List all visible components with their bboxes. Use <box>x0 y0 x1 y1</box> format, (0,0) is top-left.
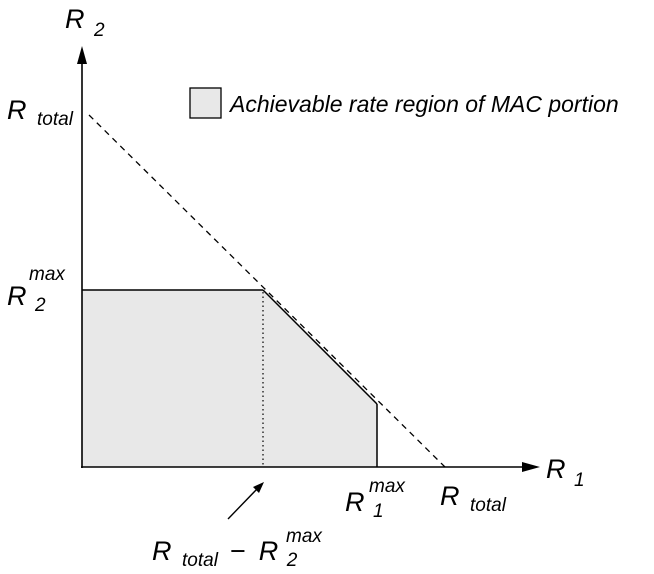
sum-rate-boundary <box>262 289 378 405</box>
difference-label: R total − R 2 <box>152 536 298 572</box>
r2-max-sub: 2 <box>34 295 46 316</box>
difference-operator: − <box>229 536 245 566</box>
y-total-sub: total <box>37 109 74 130</box>
r2-max-label: R 2 <box>7 281 46 316</box>
y-axis-label-sub: 2 <box>93 20 105 41</box>
x-axis-label-sub: 1 <box>574 470 585 491</box>
difference-left-main: R <box>152 536 172 566</box>
x-total-label: R total <box>440 481 507 516</box>
x-axis-label-main: R <box>546 454 566 484</box>
y-axis-label-main: R <box>65 4 85 34</box>
r1-max-sub: 1 <box>373 501 384 522</box>
r2-max-main: R <box>7 281 27 311</box>
legend-swatch <box>189 87 222 119</box>
difference-left-sub: total <box>182 550 219 571</box>
difference-sup: max <box>286 526 323 547</box>
y-total-label: R total <box>7 95 74 130</box>
achievable-rate-region <box>82 290 377 467</box>
x-total-main: R <box>440 481 460 511</box>
r1-max-main: R <box>345 487 365 517</box>
r1-max-sup: max <box>369 476 406 497</box>
y-axis-label: R 2 <box>65 4 105 41</box>
difference-right-sub: 2 <box>286 550 298 571</box>
r2-max-sup: max <box>29 264 66 285</box>
y-axis-arrowhead <box>77 46 87 64</box>
y-total-main: R <box>7 95 27 125</box>
annotation-arrowhead <box>253 482 264 493</box>
x-axis-arrowhead <box>522 462 540 472</box>
legend-label: Achievable rate region of MAC portion <box>228 91 619 117</box>
r1-max-label: R 1 <box>345 487 384 522</box>
annotation-arrow-shaft <box>227 488 258 520</box>
difference-right-main: R <box>259 536 279 566</box>
x-axis-label: R 1 <box>546 454 585 491</box>
x-total-sub: total <box>470 495 507 516</box>
